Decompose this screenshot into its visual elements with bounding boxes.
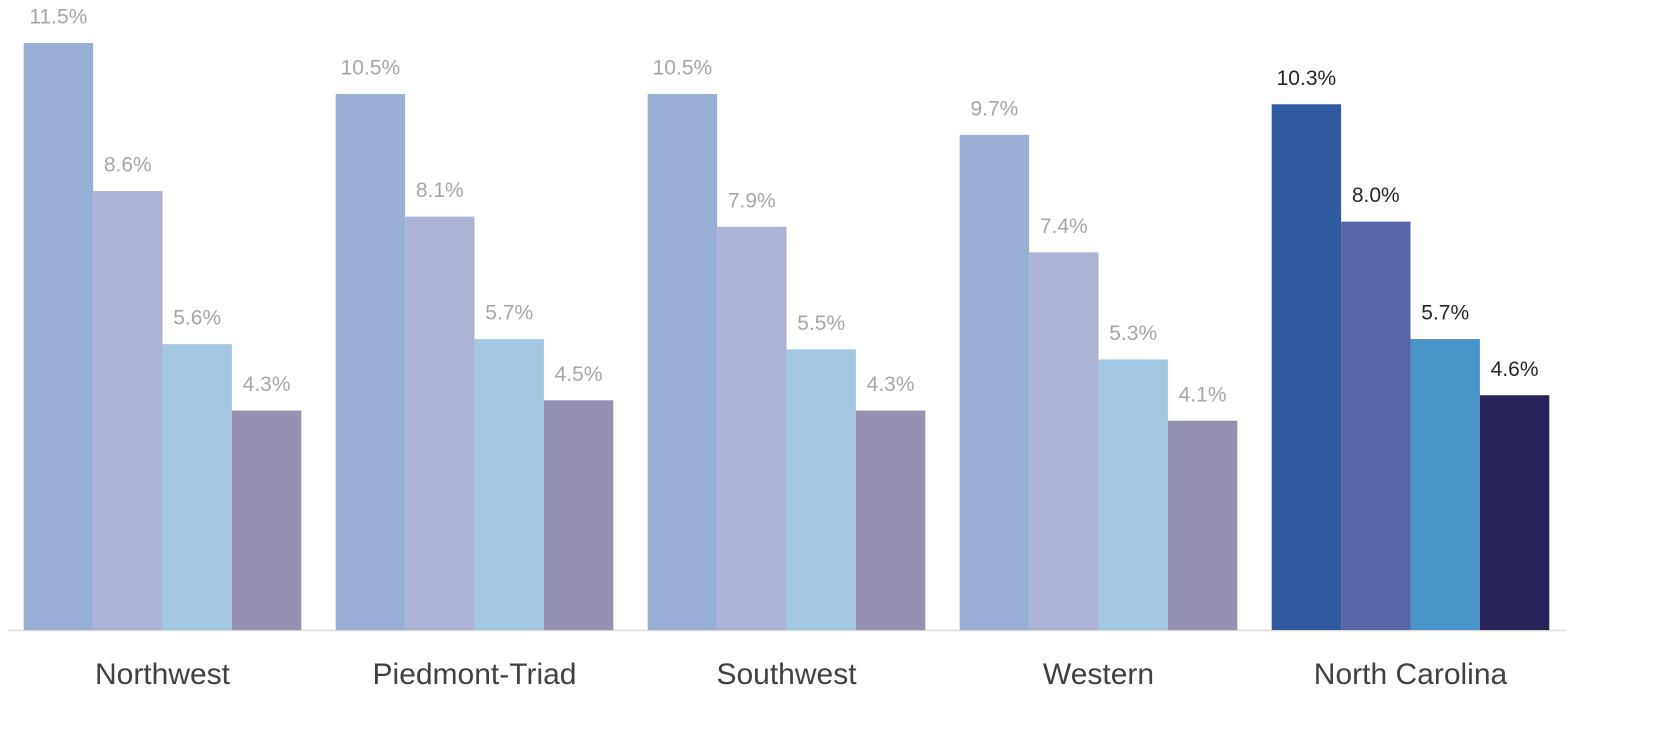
bar <box>335 94 406 630</box>
bar <box>855 410 926 630</box>
data-label: 11.5% <box>29 6 87 29</box>
data-label: 4.3% <box>243 373 291 396</box>
data-label: 8.1% <box>416 179 464 202</box>
x-tick-label: North Carolina <box>1314 658 1508 691</box>
data-label: 4.1% <box>1179 383 1227 406</box>
data-label: 5.7% <box>485 302 533 325</box>
bar <box>474 339 544 630</box>
bar <box>405 216 475 630</box>
data-label: 7.9% <box>728 189 776 212</box>
bar <box>1341 221 1411 630</box>
data-label: 5.5% <box>797 312 845 335</box>
bar <box>543 400 614 630</box>
bar <box>93 191 163 630</box>
data-label: 7.4% <box>1040 215 1088 238</box>
data-label: 10.5% <box>341 57 401 80</box>
data-label: 5.3% <box>1109 322 1157 345</box>
bar <box>1410 339 1480 630</box>
bar <box>1271 104 1342 631</box>
bar <box>647 94 718 630</box>
x-tick-label: Western <box>1043 658 1154 691</box>
data-label: 8.6% <box>104 154 152 177</box>
bar <box>162 344 232 630</box>
data-label: 4.6% <box>1491 358 1539 381</box>
bar <box>1479 395 1550 630</box>
bar <box>1167 420 1238 630</box>
x-tick-label: Southwest <box>716 658 857 691</box>
x-tick-label: Piedmont-Triad <box>373 658 577 691</box>
bar <box>231 410 302 630</box>
bar <box>959 134 1030 631</box>
data-label: 10.5% <box>653 57 713 80</box>
data-label: 5.7% <box>1421 302 1469 325</box>
bar <box>1098 359 1168 630</box>
data-label: 4.3% <box>867 373 915 396</box>
bar <box>1029 252 1099 630</box>
bar <box>717 226 787 631</box>
x-tick-label: Northwest <box>95 658 231 691</box>
data-label: 9.7% <box>970 97 1018 120</box>
data-label: 10.3% <box>1277 67 1337 90</box>
bar <box>23 43 94 631</box>
data-label: 4.5% <box>555 363 603 386</box>
data-label: 8.0% <box>1352 184 1400 207</box>
data-label: 5.6% <box>173 307 221 330</box>
bar <box>786 349 856 630</box>
